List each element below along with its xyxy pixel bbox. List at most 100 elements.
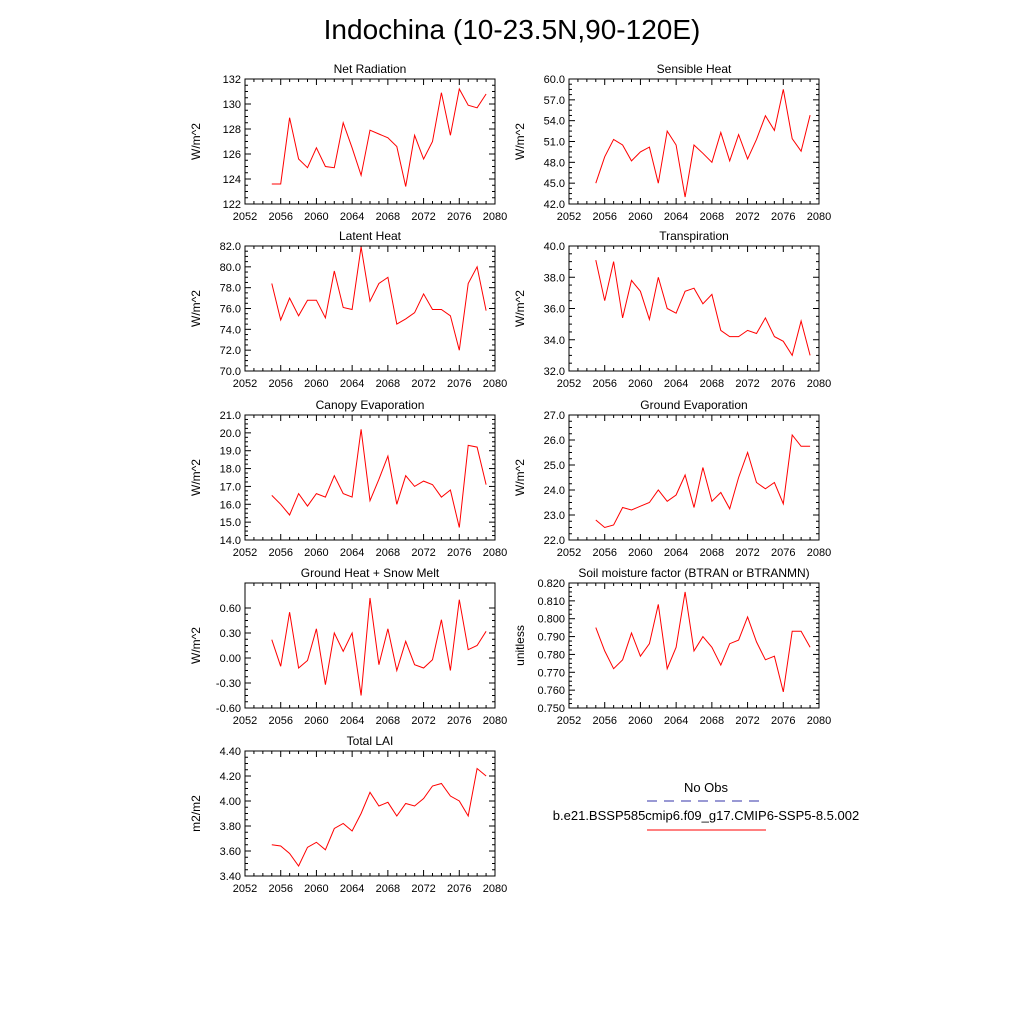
- y-axis-label: W/m^2: [513, 459, 527, 496]
- x-tick-label: 2072: [411, 883, 435, 895]
- y-tick-label: 124: [223, 174, 241, 186]
- x-tick-label: 2068: [376, 883, 400, 895]
- x-tick-label: 2072: [735, 378, 759, 390]
- y-tick-label: 74.0: [220, 324, 241, 336]
- series-line: [595, 89, 811, 198]
- x-tick-label: 2064: [664, 715, 688, 727]
- y-tick-label: 15.0: [220, 517, 241, 529]
- y-tick-label: 0.780: [537, 649, 565, 661]
- y-axis-label: W/m^2: [189, 290, 203, 327]
- panel-4: Canopy Evaporation 2052 2056 2060 2064 2068 20…: [189, 398, 507, 559]
- x-tick-label: 2064: [340, 715, 364, 727]
- y-tick-label: 0.750: [537, 703, 565, 715]
- x-tick-label: 2076: [447, 378, 471, 390]
- x-tick-label: 2068: [376, 715, 400, 727]
- x-tick-label: 2060: [304, 547, 328, 559]
- y-tick-label: 0.770: [537, 667, 565, 679]
- y-axis-label: W/m^2: [513, 290, 527, 327]
- y-tick-label: 19.0: [220, 446, 241, 458]
- x-tick-label: 2060: [628, 547, 652, 559]
- panel-1: Sensible Heat 2052 2056 2060 2064 2068 2072 207…: [513, 62, 831, 223]
- x-tick-label: 2056: [268, 547, 292, 559]
- panel-title: Sensible Heat: [657, 62, 732, 76]
- x-tick-label: 2080: [483, 378, 507, 390]
- y-tick-label: 32.0: [544, 366, 565, 378]
- y-tick-label: 82.0: [220, 241, 241, 253]
- y-tick-label: -0.60: [216, 703, 241, 715]
- panel-3: Transpiration 2052 2056 2060 2064 2068 2072 207…: [513, 229, 831, 390]
- plot-frame: [568, 582, 820, 709]
- y-tick-label: 25.0: [544, 460, 565, 472]
- series-line: [595, 259, 811, 357]
- panel-2: Latent Heat 2052 2056 2060 2064 2068 2072 2076 2…: [189, 229, 507, 390]
- plot-frame: [568, 245, 820, 372]
- panel-0: Net Radiation 2052 2056 2060 2064 2068 2072 207…: [189, 62, 507, 223]
- series-line: [595, 433, 811, 529]
- x-tick-label: 2052: [233, 378, 257, 390]
- panel-title: Soil moisture factor (BTRAN or BTRANMN): [578, 566, 809, 580]
- x-tick-label: 2080: [807, 547, 831, 559]
- x-tick-label: 2072: [735, 547, 759, 559]
- y-tick-label: 36.0: [544, 304, 565, 316]
- y-tick-label: 22.0: [544, 535, 565, 547]
- x-tick-label: 2056: [268, 378, 292, 390]
- x-tick-label: 2064: [340, 211, 364, 223]
- y-tick-label: 70.0: [220, 366, 241, 378]
- legend: No Obs b.e21.BSSP585cmip6.f09_g17.CMIP6-S…: [553, 780, 859, 831]
- x-tick-label: 2060: [628, 715, 652, 727]
- y-tick-label: 40.0: [544, 241, 565, 253]
- y-tick-label: 4.00: [220, 796, 241, 808]
- y-tick-label: -0.30: [216, 678, 241, 690]
- x-tick-label: 2064: [664, 211, 688, 223]
- series-line: [271, 87, 487, 187]
- x-tick-label: 2080: [807, 715, 831, 727]
- y-tick-label: 48.0: [544, 157, 565, 169]
- x-tick-label: 2076: [771, 547, 795, 559]
- x-tick-label: 2080: [483, 211, 507, 223]
- y-tick-label: 128: [223, 124, 241, 136]
- x-tick-label: 2072: [411, 378, 435, 390]
- x-tick-label: 2076: [447, 883, 471, 895]
- y-axis-label: unitless: [513, 625, 527, 666]
- y-tick-label: 0.760: [537, 685, 565, 697]
- y-tick-label: 80.0: [220, 262, 241, 274]
- x-tick-label: 2060: [628, 378, 652, 390]
- x-tick-label: 2068: [700, 211, 724, 223]
- x-tick-label: 2080: [483, 883, 507, 895]
- x-tick-label: 2072: [735, 211, 759, 223]
- x-tick-label: 2052: [557, 211, 581, 223]
- x-tick-label: 2052: [233, 715, 257, 727]
- y-tick-label: 72.0: [220, 345, 241, 357]
- x-tick-label: 2068: [700, 378, 724, 390]
- x-tick-label: 2060: [304, 715, 328, 727]
- series-line: [271, 429, 487, 528]
- x-tick-label: 2056: [268, 715, 292, 727]
- legend-label-run: b.e21.BSSP585cmip6.f09_g17.CMIP6-SSP5-8.…: [553, 808, 859, 823]
- page-title: Indochina (10-23.5N,90-120E): [323, 14, 701, 45]
- x-tick-label: 2068: [376, 211, 400, 223]
- y-tick-label: 3.60: [220, 846, 241, 858]
- x-tick-label: 2052: [557, 547, 581, 559]
- y-tick-label: 24.0: [544, 485, 565, 497]
- x-tick-label: 2068: [700, 547, 724, 559]
- x-tick-label: 2056: [592, 715, 616, 727]
- x-tick-label: 2076: [447, 547, 471, 559]
- x-tick-label: 2080: [807, 211, 831, 223]
- y-tick-label: 4.20: [220, 771, 241, 783]
- x-tick-label: 2056: [592, 547, 616, 559]
- x-tick-label: 2052: [557, 378, 581, 390]
- y-tick-label: 4.40: [220, 746, 241, 758]
- x-tick-label: 2072: [411, 211, 435, 223]
- y-axis-label: W/m^2: [513, 123, 527, 160]
- y-tick-label: 122: [223, 199, 241, 211]
- y-tick-label: 26.0: [544, 435, 565, 447]
- x-tick-label: 2060: [304, 378, 328, 390]
- y-tick-label: 27.0: [544, 410, 565, 422]
- y-tick-label: 132: [223, 74, 241, 86]
- x-tick-label: 2056: [592, 378, 616, 390]
- panel-title: Ground Heat + Snow Melt: [301, 566, 440, 580]
- x-tick-label: 2056: [268, 211, 292, 223]
- x-tick-label: 2060: [628, 211, 652, 223]
- x-tick-label: 2064: [340, 883, 364, 895]
- x-tick-label: 2056: [592, 211, 616, 223]
